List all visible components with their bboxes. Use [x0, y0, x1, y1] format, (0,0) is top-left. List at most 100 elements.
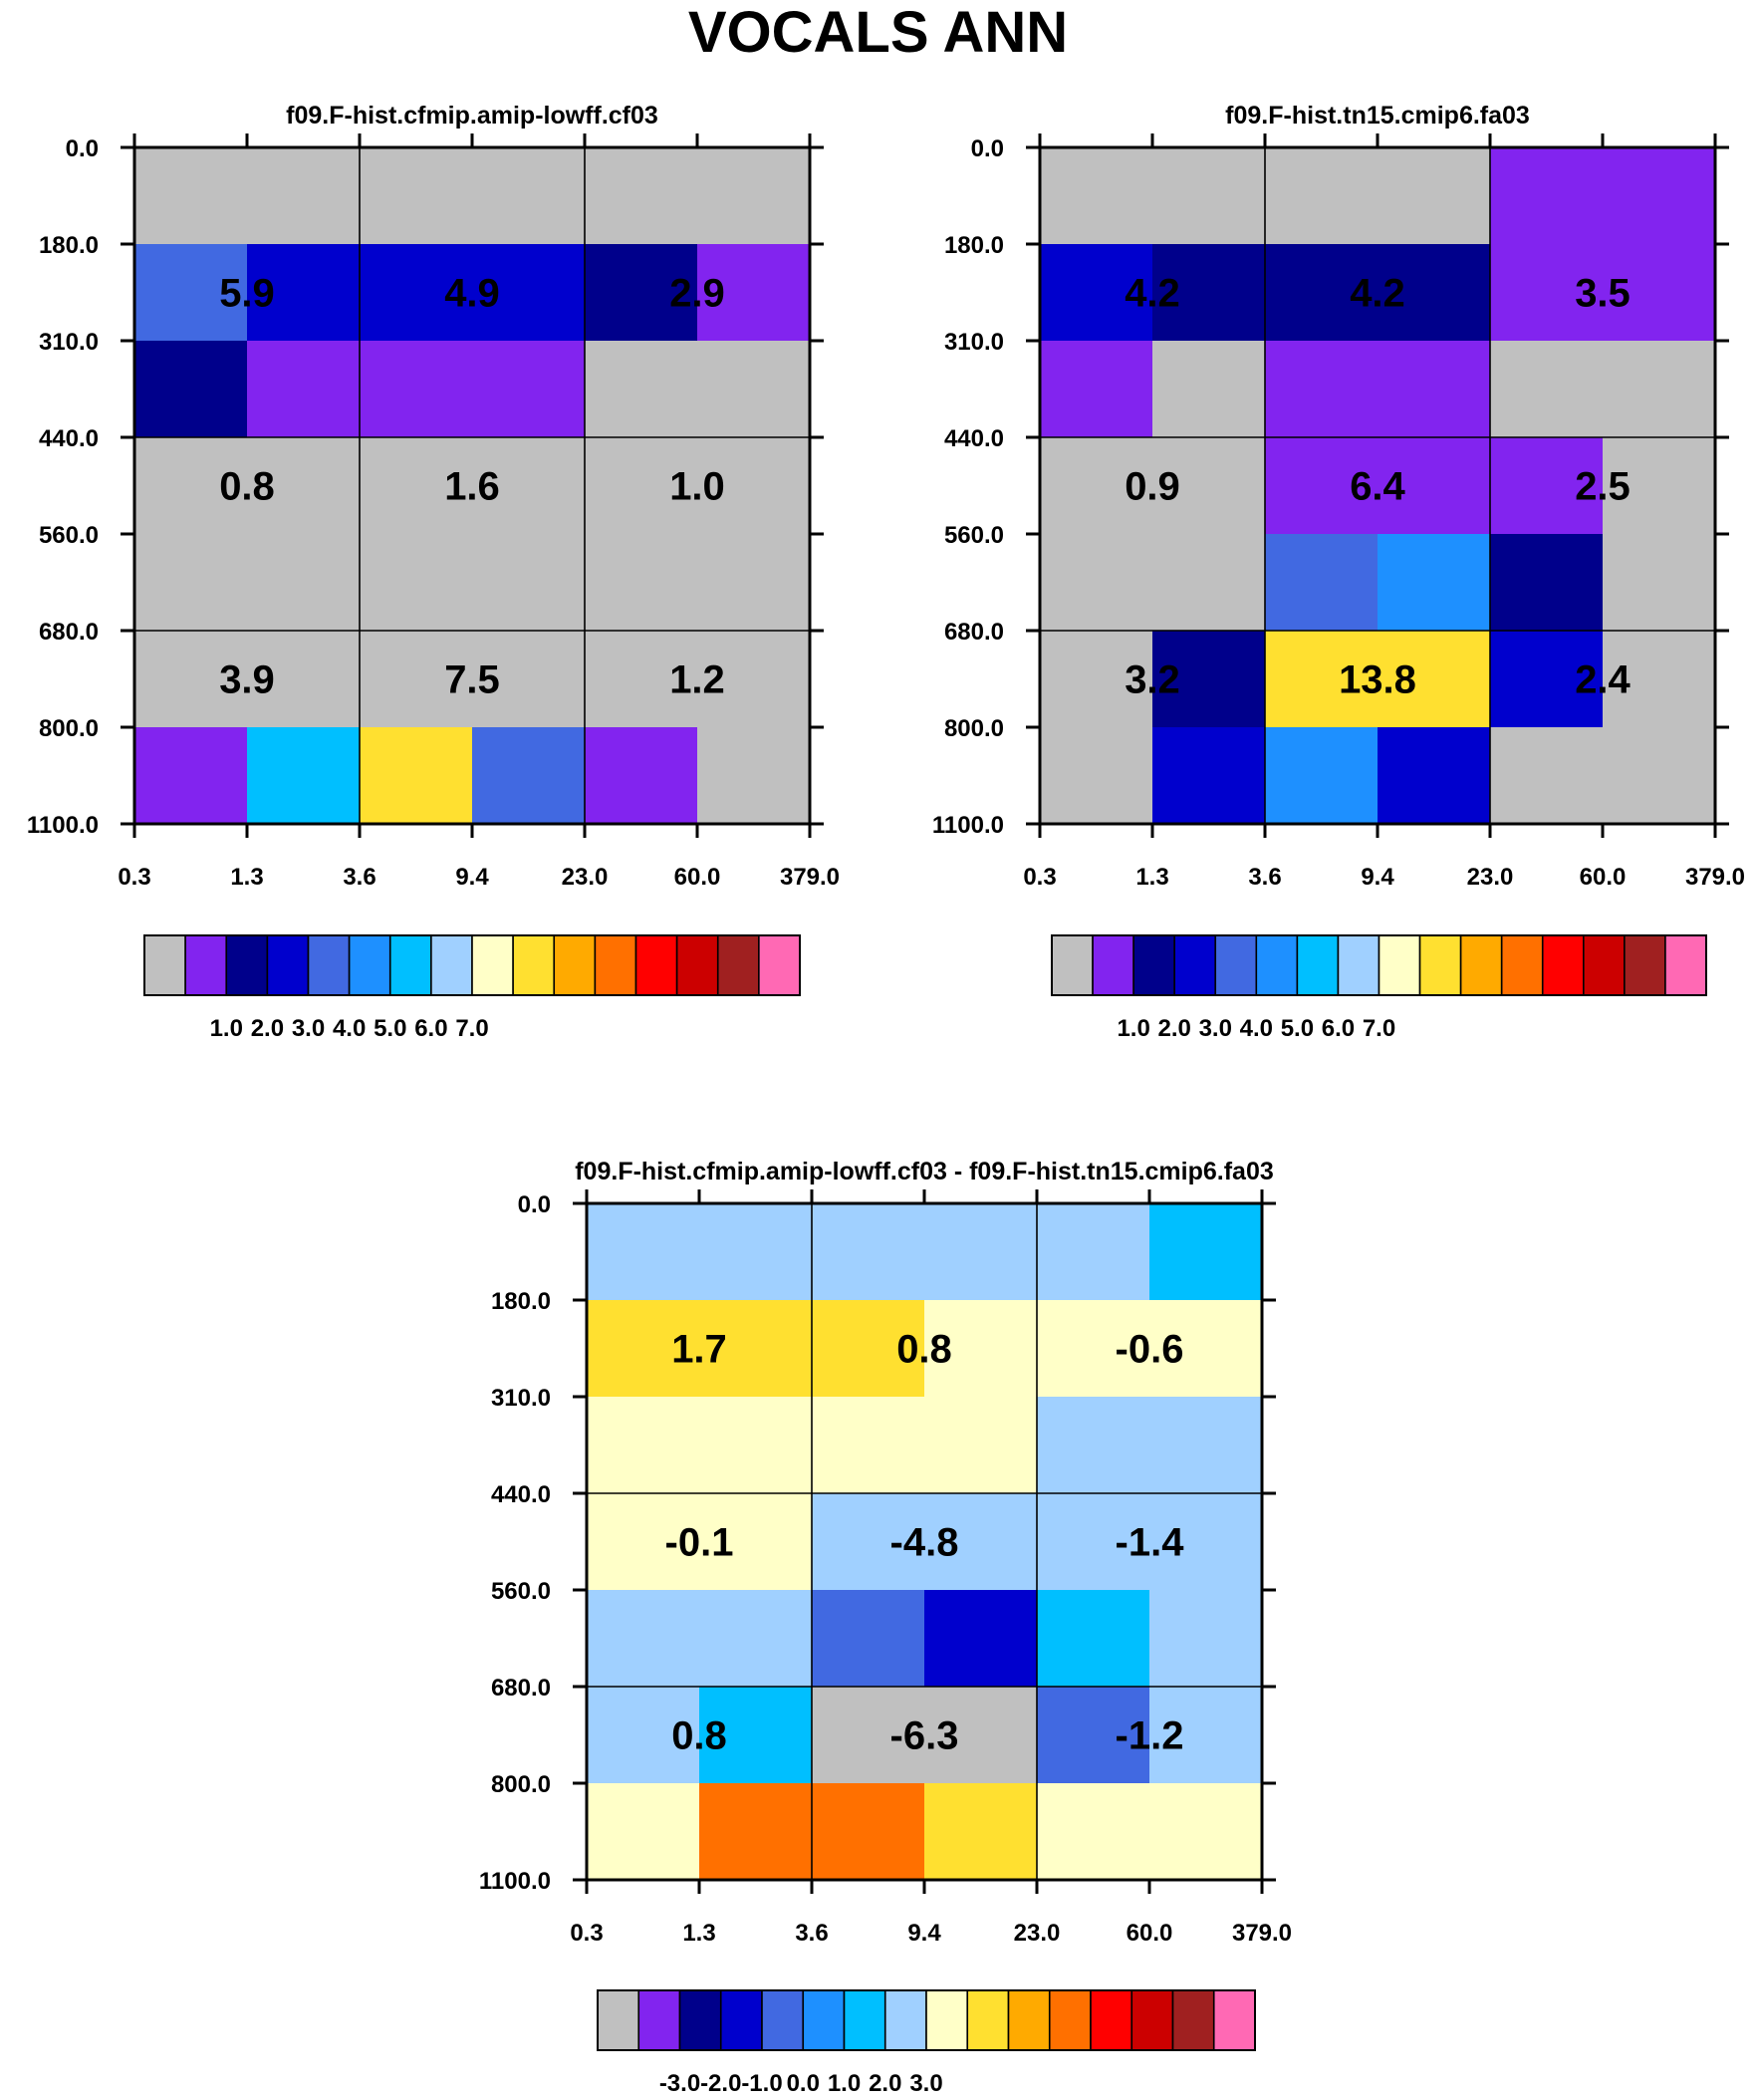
heatmap-cell: [1378, 437, 1491, 535]
x-tick-label: 1.3: [682, 1920, 715, 1947]
colorbar-label: 7.0: [455, 1015, 488, 1042]
x-tick-label: 0.3: [570, 1920, 603, 1947]
colorbar-swatch: [471, 934, 514, 996]
heatmap-cell: [1040, 631, 1153, 728]
panel-title: f09.F-hist.tn15.cmip6.fa03: [1225, 102, 1530, 130]
heatmap-cell: [1149, 1783, 1263, 1881]
chart-panel-1: f09.F-hist.cfmip.amip-lowff.cf03 0.0 180.0…: [27, 102, 840, 1042]
heatmap-cell: [472, 727, 586, 825]
colorbar-swatch: [512, 934, 556, 996]
y-tick-label: 800.0: [39, 715, 99, 742]
chart-panel-3: f09.F-hist.cfmip.amip-lowff.cf03 - f09.F…: [479, 1158, 1292, 2097]
heatmap-cell: [1265, 147, 1379, 245]
colorbar-swatch: [716, 934, 760, 996]
heatmap-cell: [585, 341, 698, 438]
colorbar-swatch: [761, 1989, 805, 2051]
heatmap-cell: [587, 1687, 700, 1784]
x-tick-label: 1.3: [230, 864, 263, 891]
colorbar-swatch: [758, 934, 801, 996]
colorbar-swatch: [1500, 934, 1544, 996]
x-tick-label: 1.3: [1135, 864, 1168, 891]
heatmap-cell: [1037, 1783, 1150, 1881]
colorbar-swatch: [184, 934, 228, 996]
data-label: 1.6: [444, 465, 500, 509]
y-tick-label: 560.0: [39, 522, 99, 549]
heatmap-cell: [924, 1493, 1038, 1591]
x-tick-label: 3.6: [1248, 864, 1281, 891]
heatmap-cell: [1490, 631, 1604, 728]
colorbar-swatch: [553, 934, 597, 996]
colorbar-label: -1.0: [741, 2070, 782, 2095]
heatmap-cell: [134, 727, 248, 825]
heatmap-cell: [247, 147, 361, 245]
heatmap-cell: [1152, 631, 1266, 728]
data-label: 0.8: [671, 1714, 727, 1758]
heatmap-cell: [1149, 1590, 1263, 1688]
heatmap-cell: [699, 1493, 813, 1591]
heatmap-cell: [699, 1300, 813, 1398]
colorbar-label: -2.0: [700, 2070, 741, 2095]
colorbar-swatch: [1541, 934, 1585, 996]
heatmap-cell: [924, 1783, 1038, 1881]
colorbar-label: 5.0: [1281, 1015, 1314, 1042]
heatmap-cell: [134, 631, 248, 728]
heatmap-cell: [697, 631, 811, 728]
colorbar-swatch: [719, 1989, 763, 2051]
y-tick-label: 0.0: [971, 135, 1004, 162]
heatmap-cell: [1037, 1687, 1150, 1784]
colorbar-label: 7.0: [1363, 1015, 1395, 1042]
heatmap-cell: [924, 1397, 1038, 1494]
chart-panel-2: f09.F-hist.tn15.cmip6.fa03 0.0 180.0 310.0 4…: [932, 102, 1745, 1042]
heatmap-cell: [585, 147, 698, 245]
heatmap-cell: [472, 341, 586, 438]
colorbar: 1.0 2.0 3.0 4.0 5.0 6.0 7.0: [143, 934, 801, 1042]
heatmap-cell: [587, 1397, 700, 1494]
data-label: 1.7: [671, 1328, 727, 1372]
heatmap-cell: [1037, 1203, 1150, 1301]
y-tick-label: 800.0: [491, 1771, 551, 1798]
heatmap-cell: [472, 631, 586, 728]
data-label: 3.5: [1575, 272, 1631, 316]
heatmap-cell: [697, 727, 811, 825]
heatmap-cell: [812, 1687, 925, 1784]
y-tick-label: 310.0: [491, 1385, 551, 1412]
data-label: 13.8: [1339, 658, 1416, 702]
colorbar-swatch: [1132, 934, 1175, 996]
data-label: -6.3: [890, 1714, 959, 1758]
colorbar-swatch: [1255, 934, 1299, 996]
colorbar-swatch: [594, 934, 637, 996]
colorbar-label: 0.0: [787, 2070, 820, 2095]
heatmap-cell: [247, 727, 361, 825]
colorbar-swatch: [1418, 934, 1462, 996]
heatmap-cell: [812, 1783, 925, 1881]
colorbar-swatch: [1048, 1989, 1092, 2051]
heatmap-cell: [1037, 1493, 1150, 1591]
heatmap-cell: [1149, 1397, 1263, 1494]
heatmap-cell: [697, 147, 811, 245]
heatmap-cell: [1265, 534, 1379, 632]
heatmap-cell: [587, 1590, 700, 1688]
colorbar-label: 3.0: [909, 2070, 942, 2095]
heatmap-cell: [1265, 437, 1379, 535]
heatmap-cell: [587, 1493, 700, 1591]
heatmap-cell: [1265, 244, 1379, 342]
heatmap-cell: [1152, 437, 1266, 535]
data-label: 0.8: [219, 465, 275, 509]
heatmap-cell: [1265, 341, 1379, 438]
colorbar-label: 2.0: [1158, 1015, 1191, 1042]
heatmap-cell: [360, 244, 473, 342]
heatmap-cell: [585, 534, 698, 632]
heatmap-cell: [1378, 534, 1491, 632]
colorbar-swatch: [307, 934, 351, 996]
heatmap-cell: [360, 631, 473, 728]
colorbar-swatch: [966, 1989, 1010, 2051]
heatmap-cell: [360, 147, 473, 245]
colorbar-swatch: [1007, 1989, 1051, 2051]
heatmap-cell: [1040, 437, 1153, 535]
x-tick-label: 3.6: [343, 864, 376, 891]
heatmap-cell: [699, 1590, 813, 1688]
heatmap-cell: [1603, 244, 1716, 342]
heatmap-cell: [587, 1300, 700, 1398]
heatmap-cell: [587, 1203, 700, 1301]
colorbar-swatch: [1296, 934, 1340, 996]
